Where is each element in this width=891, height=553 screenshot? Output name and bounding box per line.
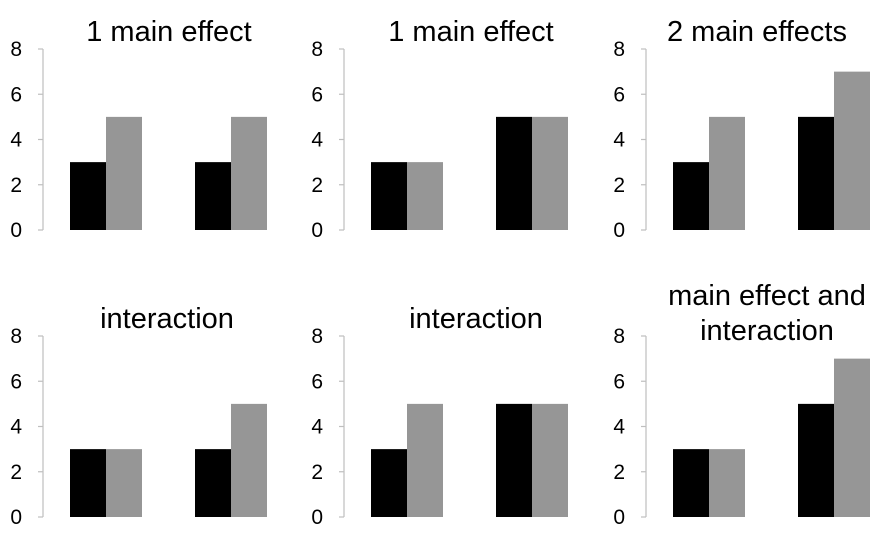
chart-title: 1 main effect bbox=[86, 16, 252, 48]
bar-series-1-group-1 bbox=[371, 449, 407, 517]
y-tick-label: 6 bbox=[10, 83, 22, 106]
y-tick-label: 6 bbox=[10, 370, 22, 393]
bar-series-1-group-1 bbox=[371, 162, 407, 230]
chart-title: 1 main effect bbox=[388, 16, 554, 48]
y-tick-label: 4 bbox=[311, 416, 323, 439]
chart-title: interaction bbox=[409, 303, 543, 335]
y-tick-label: 4 bbox=[10, 416, 22, 439]
y-tick-label: 8 bbox=[613, 325, 625, 348]
y-tick-label: 2 bbox=[613, 461, 625, 484]
y-tick-label: 0 bbox=[311, 506, 323, 529]
bar-series-1-group-1 bbox=[70, 162, 106, 230]
bar-series-2-group-2 bbox=[532, 403, 568, 517]
y-tick-label: 8 bbox=[311, 38, 323, 61]
bar-series-2-group-1 bbox=[709, 116, 745, 230]
y-tick-label: 0 bbox=[311, 219, 323, 242]
y-tick-label: 4 bbox=[613, 416, 625, 439]
y-tick-label: 4 bbox=[10, 129, 22, 152]
y-tick-label: 0 bbox=[613, 506, 625, 529]
bar-series-2-group-1 bbox=[407, 403, 443, 517]
y-tick-label: 6 bbox=[311, 370, 323, 393]
bar-series-2-group-1 bbox=[106, 449, 142, 517]
y-tick-label: 8 bbox=[10, 38, 22, 61]
chart-title: interaction bbox=[700, 315, 834, 347]
chart-panel-5: interaction 0 2 4 6 8 bbox=[311, 303, 568, 529]
bar-series-1-group-1 bbox=[673, 449, 709, 517]
y-tick-label: 2 bbox=[613, 174, 625, 197]
bar-series-1-group-1 bbox=[673, 162, 709, 230]
y-tick-label: 2 bbox=[311, 174, 323, 197]
chart-title: interaction bbox=[100, 303, 234, 335]
bar-series-1-group-2 bbox=[798, 403, 834, 517]
bar-series-2-group-2 bbox=[532, 116, 568, 230]
bar-series-2-group-2 bbox=[834, 358, 870, 517]
y-tick-label: 2 bbox=[10, 461, 22, 484]
chart-panel-4: interaction 0 2 4 6 8 bbox=[10, 303, 267, 529]
y-tick-label: 4 bbox=[613, 129, 625, 152]
bar-series-2-group-2 bbox=[231, 116, 267, 230]
bar-series-1-group-2 bbox=[496, 116, 532, 230]
y-tick-label: 8 bbox=[311, 325, 323, 348]
chart-title: 2 main effects bbox=[667, 16, 847, 48]
y-tick-label: 6 bbox=[613, 370, 625, 393]
chart-panel-2: 1 main effect 0 2 4 6 8 bbox=[311, 16, 568, 242]
bar-series-2-group-2 bbox=[834, 71, 870, 230]
chart-panel-3: 2 main effects 0 2 4 6 8 bbox=[613, 16, 870, 242]
bar-series-2-group-2 bbox=[231, 403, 267, 517]
bar-series-2-group-1 bbox=[407, 162, 443, 230]
y-tick-label: 2 bbox=[311, 461, 323, 484]
y-tick-label: 8 bbox=[613, 38, 625, 61]
y-tick-label: 2 bbox=[10, 174, 22, 197]
bar-series-1-group-2 bbox=[798, 116, 834, 230]
y-tick-label: 0 bbox=[10, 506, 22, 529]
y-tick-label: 6 bbox=[311, 83, 323, 106]
bar-series-2-group-1 bbox=[106, 116, 142, 230]
bar-series-1-group-2 bbox=[195, 162, 231, 230]
chart-panel-1: 1 main effect 0 2 4 6 8 bbox=[10, 16, 267, 242]
bar-series-1-group-2 bbox=[195, 449, 231, 517]
y-tick-label: 6 bbox=[613, 83, 625, 106]
y-tick-label: 0 bbox=[10, 219, 22, 242]
y-tick-label: 4 bbox=[311, 129, 323, 152]
y-tick-label: 0 bbox=[613, 219, 625, 242]
bar-series-1-group-2 bbox=[496, 403, 532, 517]
y-tick-label: 8 bbox=[10, 325, 22, 348]
chart-title: main effect and bbox=[668, 280, 866, 312]
bar-series-2-group-1 bbox=[709, 449, 745, 517]
bar-series-1-group-1 bbox=[70, 449, 106, 517]
